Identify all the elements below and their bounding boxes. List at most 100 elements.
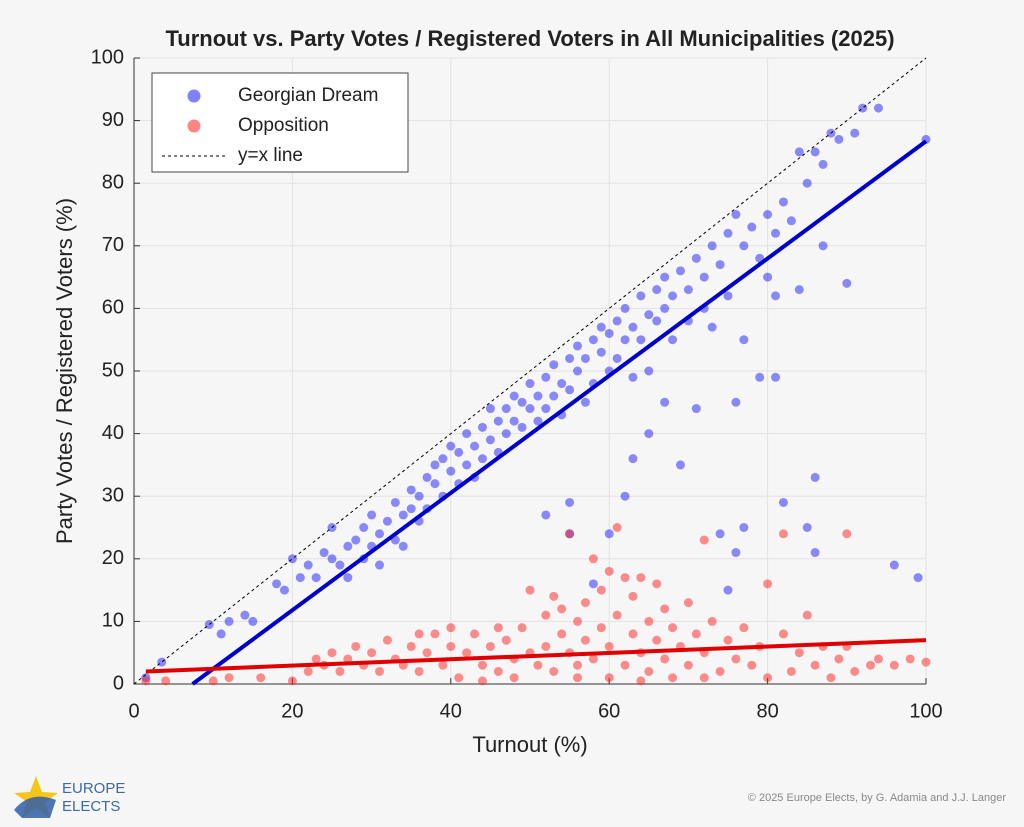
point [509,416,519,426]
point [311,573,321,583]
logo-text: EUROPE [62,780,125,797]
point [628,454,638,464]
point [525,404,535,414]
point [161,676,171,686]
point [533,391,543,401]
point [763,673,773,683]
point [549,391,559,401]
point [636,335,646,345]
point [287,554,297,564]
point [573,616,583,626]
point [517,397,527,407]
logo-text: ELECTS [62,798,120,815]
point [375,560,385,570]
point [477,676,487,686]
point [628,372,638,382]
point [272,579,282,589]
point [414,629,424,639]
point [612,523,622,532]
point [573,673,583,683]
point [747,660,757,670]
point [375,666,385,676]
point [699,673,709,683]
point [628,591,638,601]
point [454,447,464,457]
point [715,260,725,270]
point [303,666,313,676]
point [731,397,741,407]
point [810,660,820,670]
point [351,535,361,545]
point [256,673,266,683]
point [763,210,773,219]
point [850,666,860,676]
point [279,585,289,595]
point [596,623,606,633]
point [636,676,646,686]
point [596,322,606,332]
point [683,598,693,608]
point [739,623,749,633]
point [786,216,796,226]
point [224,673,234,683]
point [430,479,440,489]
point [652,316,662,326]
point [533,660,543,670]
legend: Georgian Dream Opposition y=x line [151,72,409,173]
point [493,416,503,426]
point [596,347,606,357]
point [311,654,321,664]
point [477,454,487,464]
point [889,660,899,670]
point [541,404,551,414]
point [224,616,234,626]
point [691,404,701,414]
point [390,497,400,507]
point [343,541,353,551]
point [573,341,583,351]
point [715,666,725,676]
point [557,379,567,389]
point [802,523,812,532]
point [573,366,583,376]
legend-marker [187,89,201,103]
y-tick-label: 70 [102,234,124,256]
point [873,654,883,664]
point [889,560,899,570]
point [660,272,670,282]
point [588,335,598,345]
point [493,666,503,676]
point [501,635,511,645]
point [565,529,575,539]
point [644,616,654,626]
point [359,523,369,532]
point [699,272,709,282]
point [644,429,654,439]
point [454,673,464,683]
point [596,585,606,595]
point [810,472,820,482]
point [335,666,345,676]
y-tick-label: 40 [102,422,124,444]
point [723,635,733,645]
point [921,657,931,667]
point [541,641,551,651]
point [485,641,495,651]
point [208,676,218,686]
point [739,241,749,251]
x-tick-label: 20 [281,700,303,722]
point [406,641,416,651]
x-tick-label: 60 [598,700,620,722]
point [771,291,781,301]
point [549,591,559,601]
point [446,623,456,633]
point [794,147,804,157]
point [723,228,733,238]
point [628,322,638,332]
point [866,660,876,670]
legend-label: y=x line [238,145,303,166]
point [755,372,765,382]
x-tick-label: 100 [909,700,942,722]
y-tick-label: 10 [102,610,124,632]
point [778,197,788,207]
